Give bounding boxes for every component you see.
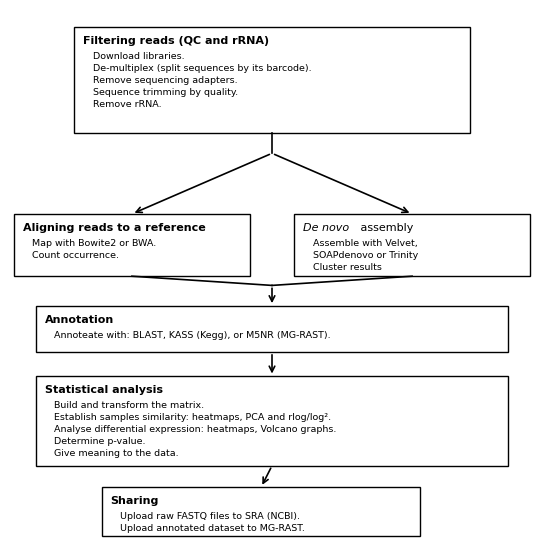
Text: Upload raw FASTQ files to SRA (NCBI).: Upload raw FASTQ files to SRA (NCBI). [120,513,300,521]
Text: De novo: De novo [303,223,349,232]
Text: Sequence trimming by quality.: Sequence trimming by quality. [93,88,238,97]
Text: SOAPdenovo or Trinity: SOAPdenovo or Trinity [312,251,418,260]
FancyBboxPatch shape [102,487,420,536]
Text: Sharing: Sharing [110,496,159,506]
FancyBboxPatch shape [74,27,470,133]
Text: Map with Bowite2 or BWA.: Map with Bowite2 or BWA. [32,239,157,248]
FancyBboxPatch shape [294,214,530,276]
Text: Count occurrence.: Count occurrence. [32,251,119,260]
Text: Aligning reads to a reference: Aligning reads to a reference [23,223,205,232]
Text: Annoteate with: BLAST, KASS (Kegg), or M5NR (MG-RAST).: Annoteate with: BLAST, KASS (Kegg), or M… [54,331,331,340]
FancyBboxPatch shape [36,376,508,465]
Text: Determine p-value.: Determine p-value. [54,437,146,446]
Text: Annotation: Annotation [44,315,114,325]
Text: Build and transform the matrix.: Build and transform the matrix. [54,401,205,410]
FancyBboxPatch shape [36,306,508,352]
Text: Assemble with Velvet,: Assemble with Velvet, [312,239,417,248]
Text: Remove rRNA.: Remove rRNA. [93,100,162,109]
Text: Give meaning to the data.: Give meaning to the data. [54,449,179,458]
FancyBboxPatch shape [14,214,250,276]
Text: Cluster results: Cluster results [312,263,381,272]
Text: Filtering reads (QC and rRNA): Filtering reads (QC and rRNA) [83,36,269,46]
Text: Establish samples similarity: heatmaps, PCA and rlog/log².: Establish samples similarity: heatmaps, … [54,413,331,422]
Text: Remove sequencing adapters.: Remove sequencing adapters. [93,76,238,85]
Text: Analyse differential expression: heatmaps, Volcano graphs.: Analyse differential expression: heatmap… [54,425,337,434]
Text: assembly: assembly [357,223,413,232]
Text: Upload annotated dataset to MG-RAST.: Upload annotated dataset to MG-RAST. [120,524,305,533]
Text: Statistical analysis: Statistical analysis [44,385,163,395]
Text: De-multiplex (split sequences by its barcode).: De-multiplex (split sequences by its bar… [93,64,311,73]
Text: Download libraries.: Download libraries. [93,52,184,61]
